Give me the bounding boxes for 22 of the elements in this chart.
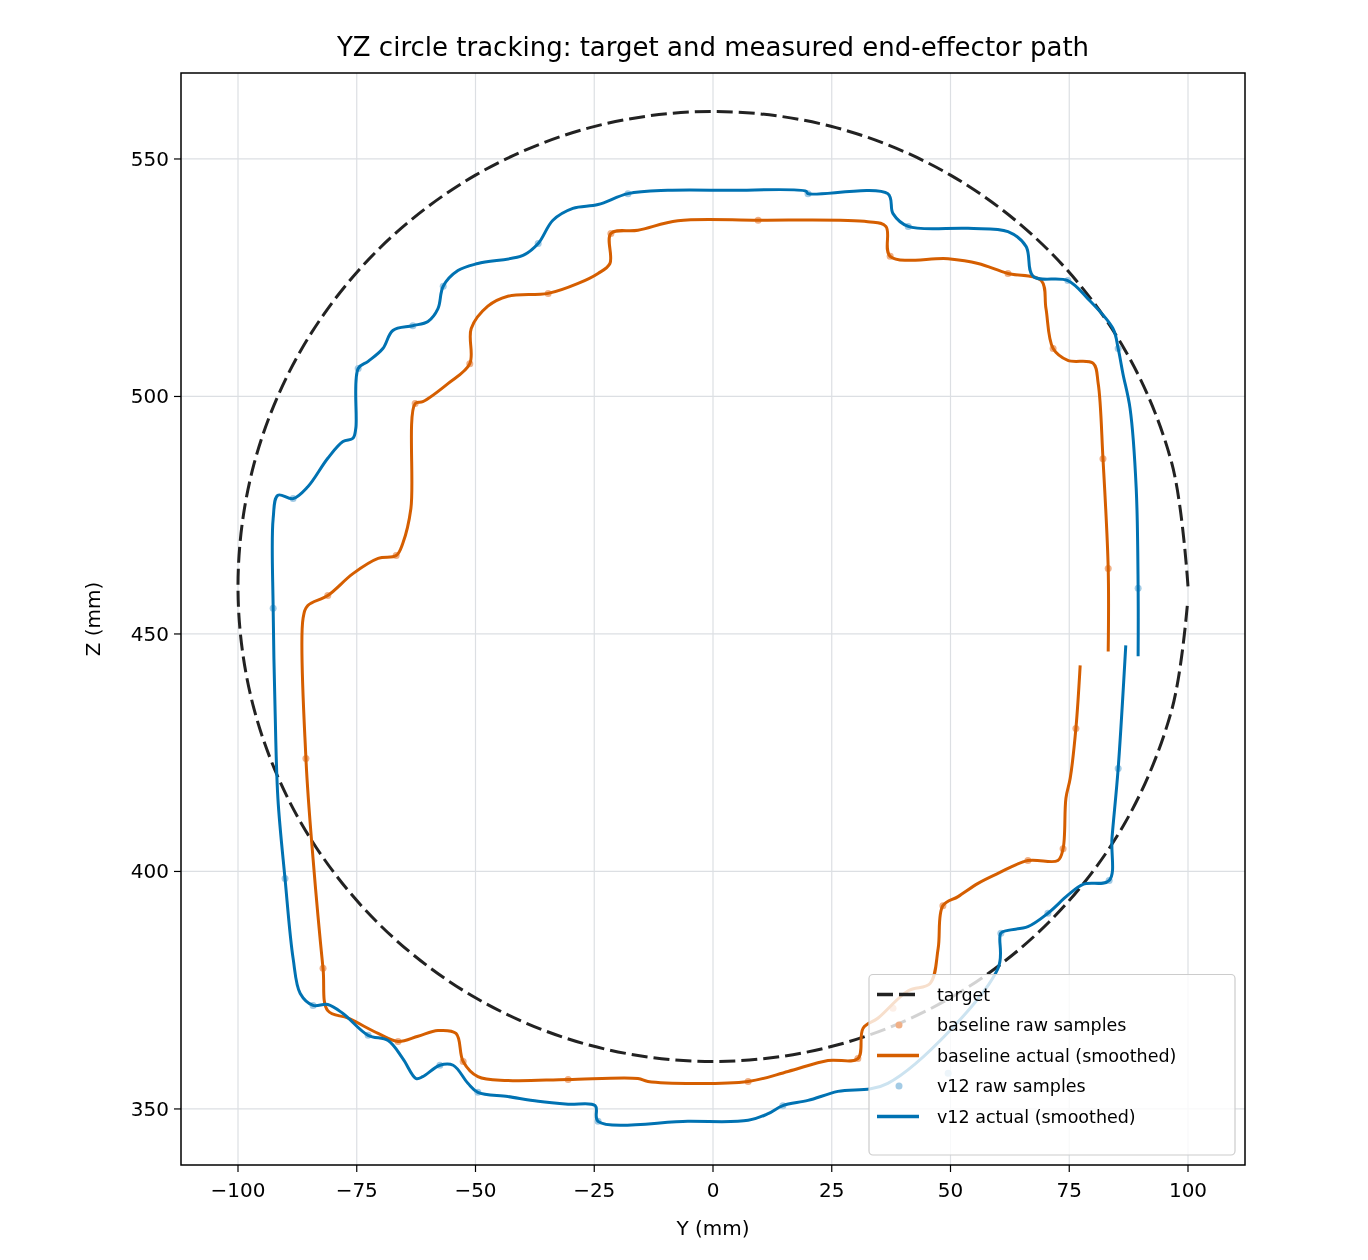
y-tick-label: 400 [130,859,169,884]
legend-label: v12 raw samples [937,1076,1086,1096]
legend-label: baseline actual (smoothed) [937,1045,1177,1066]
x-tick-label: 0 [706,1178,720,1202]
x-tick-label: 25 [819,1178,845,1202]
y-tick-label: 350 [130,1096,169,1121]
x-tick-label: 50 [937,1178,964,1202]
x-tick-label: −75 [335,1178,378,1202]
y-tick-label: 550 [130,146,169,171]
legend-label: target [937,984,991,1005]
y-tick-label: 500 [130,384,169,409]
x-axis-title: Y (mm) [675,1216,750,1240]
y-axis-title: Z (mm) [81,581,105,657]
x-tick-label: −50 [454,1178,497,1202]
x-tick-label: 100 [1168,1178,1208,1202]
legend-label: baseline raw samples [937,1015,1127,1035]
x-tick-label: −25 [573,1178,616,1202]
legend-label: v12 actual (smoothed) [937,1106,1136,1127]
chart-title: YZ circle tracking: target and measured end-effector path [335,32,1090,62]
x-tick-label: −100 [210,1178,266,1202]
x-tick-label: 75 [1056,1178,1082,1202]
y-tick-label: 450 [130,621,169,646]
